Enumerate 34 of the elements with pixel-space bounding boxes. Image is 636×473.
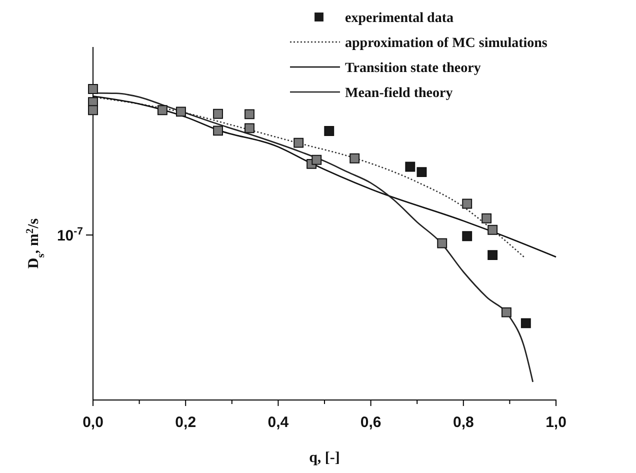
- legend-label: Transition state theory: [345, 60, 481, 76]
- point: [88, 105, 98, 116]
- legend-label: Mean-field theory: [345, 86, 453, 101]
- point: [488, 224, 498, 235]
- point: [176, 106, 186, 117]
- point: [244, 123, 254, 134]
- point: [405, 162, 416, 172]
- point: [324, 126, 334, 136]
- x-tick-label: 0,0: [82, 414, 104, 431]
- legend-label: approximation of MC simulations: [345, 36, 548, 51]
- x-tick-label: 0,8: [452, 414, 474, 431]
- point: [416, 167, 427, 178]
- point: [213, 126, 223, 136]
- point: [312, 154, 322, 165]
- point: [437, 238, 448, 248]
- point: [462, 231, 472, 242]
- legend-label: experimental data: [345, 10, 454, 26]
- point: [350, 153, 360, 164]
- point: [294, 138, 304, 148]
- x-tick-label: 0,2: [175, 414, 196, 431]
- point: [482, 213, 492, 224]
- point: [213, 108, 223, 119]
- x-tick-label: 0,4: [268, 414, 290, 431]
- point: [501, 307, 512, 318]
- point: [462, 198, 472, 209]
- x-tick-label: 0,6: [360, 414, 382, 431]
- point: [88, 84, 98, 94]
- point: [157, 105, 168, 116]
- x-tick-label: 1,0: [546, 414, 566, 431]
- text: 10$^{-7}$: [56, 225, 84, 244]
- point: [520, 318, 531, 328]
- x-axis-title: q, [-]: [309, 450, 340, 466]
- point: [488, 250, 498, 260]
- point: [244, 109, 254, 120]
